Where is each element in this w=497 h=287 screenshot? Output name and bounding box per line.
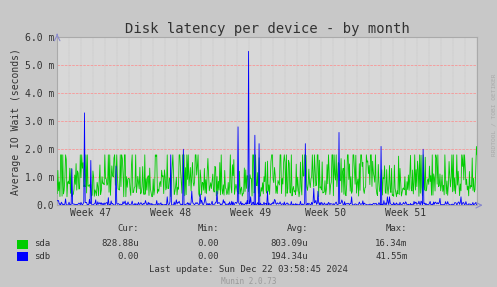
Text: 0.00: 0.00 <box>118 251 139 261</box>
Text: Max:: Max: <box>386 224 408 233</box>
Text: Cur:: Cur: <box>118 224 139 233</box>
Text: 0.00: 0.00 <box>197 239 219 249</box>
Text: 41.55m: 41.55m <box>375 251 408 261</box>
Text: 828.88u: 828.88u <box>101 239 139 249</box>
Text: RRDTOOL / TOBI OETIKER: RRDTOOL / TOBI OETIKER <box>491 73 496 156</box>
Text: 16.34m: 16.34m <box>375 239 408 249</box>
Text: sdb: sdb <box>34 251 50 261</box>
Text: 194.34u: 194.34u <box>270 251 308 261</box>
Text: Munin 2.0.73: Munin 2.0.73 <box>221 277 276 286</box>
Text: Last update: Sun Dec 22 03:58:45 2024: Last update: Sun Dec 22 03:58:45 2024 <box>149 265 348 274</box>
Text: sda: sda <box>34 239 50 249</box>
Text: 803.09u: 803.09u <box>270 239 308 249</box>
Text: Avg:: Avg: <box>287 224 308 233</box>
Text: Min:: Min: <box>197 224 219 233</box>
Title: Disk latency per device - by month: Disk latency per device - by month <box>125 22 410 36</box>
Text: 0.00: 0.00 <box>197 251 219 261</box>
Y-axis label: Average IO Wait (seconds): Average IO Wait (seconds) <box>11 48 21 195</box>
